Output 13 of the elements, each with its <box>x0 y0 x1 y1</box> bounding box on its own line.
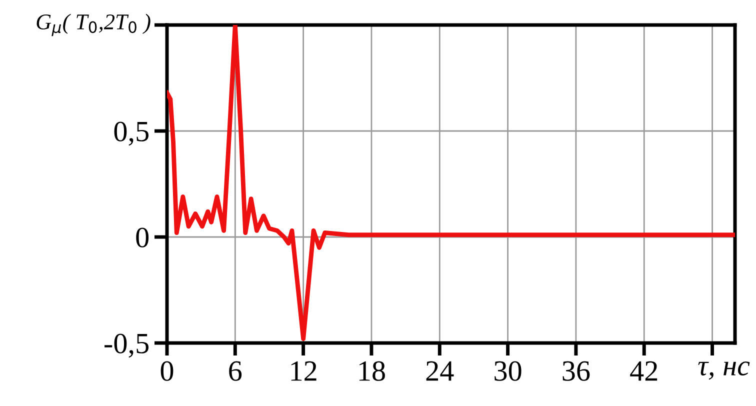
x-tick-label: 6 <box>229 361 242 381</box>
y-tick-label: 0 <box>136 228 149 248</box>
x-tick-label: 24 <box>426 361 454 381</box>
x-tick-label: 36 <box>562 361 590 381</box>
x-tick-label: 0 <box>160 361 174 381</box>
x-tick-label: 12 <box>291 361 316 381</box>
x-axis-title: τ, нс <box>698 361 750 380</box>
y-tick-label: -0,5 <box>104 334 148 358</box>
y-axis-title: G$_{μ}$( T$_{0}$,2T$_{0}$ ) <box>36 14 150 36</box>
y-tick-label: 0,5 <box>114 122 148 146</box>
x-tick-label: 42 <box>630 361 658 381</box>
x-tick-label: 30 <box>494 361 522 381</box>
x-tick-label: 18 <box>359 361 385 381</box>
